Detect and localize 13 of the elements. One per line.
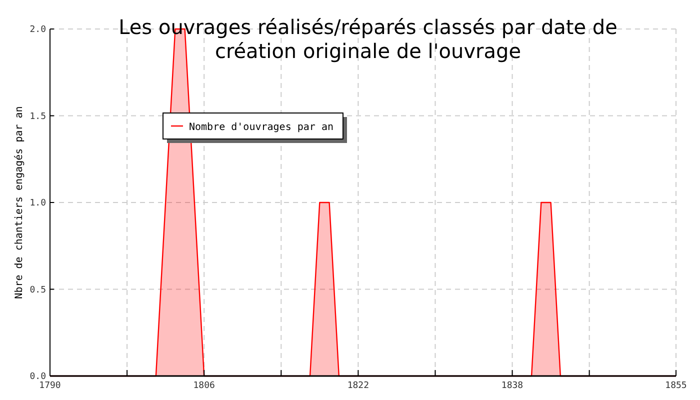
y-tick-label: 0.0 xyxy=(30,372,46,382)
y-axis-title: Nbre de chantiers engagés par an xyxy=(14,106,25,299)
y-tick-label: 1.0 xyxy=(30,198,46,208)
x-tick-label: 1855 xyxy=(665,381,687,391)
y-tick-label: 1.5 xyxy=(30,112,46,122)
x-tick-label: 1806 xyxy=(193,381,215,391)
y-tick-label: 2.0 xyxy=(30,25,46,35)
x-tick-label: 1790 xyxy=(39,381,61,391)
legend-label: Nombre d'ouvrages par an xyxy=(189,122,334,133)
y-tick-label: 0.5 xyxy=(30,285,46,296)
x-tick-label: 1838 xyxy=(501,381,524,391)
x-tick-label: 1822 xyxy=(347,381,370,391)
chart-title: Les ouvrages réalisés/réparés classés par date de création originale de l'ouvrage xyxy=(118,15,618,63)
